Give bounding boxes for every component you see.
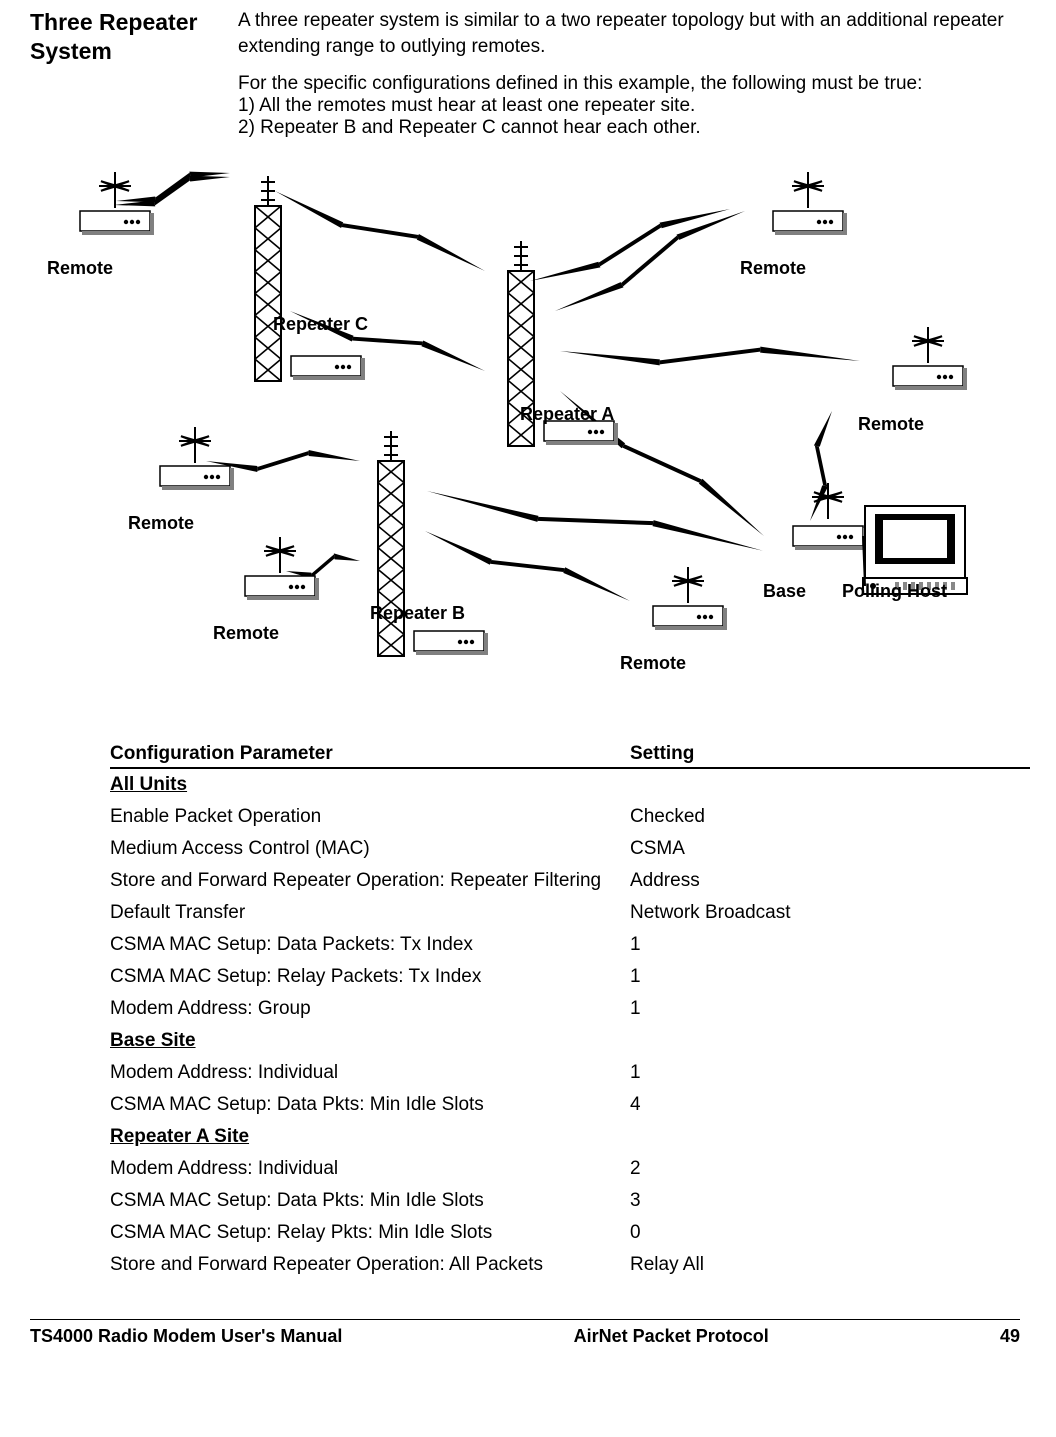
configuration-table: Configuration Parameter Setting All Unit…: [110, 741, 1030, 1281]
table-cell-setting: Relay All: [630, 1249, 1030, 1281]
table-cell-param: CSMA MAC Setup: Data Packets: Tx Index: [110, 929, 630, 961]
footer-left: TS4000 Radio Modem User's Manual: [30, 1326, 342, 1347]
table-row: CSMA MAC Setup: Data Pkts: Min Idle Slot…: [110, 1089, 1030, 1121]
table-cell-setting: 1: [630, 1057, 1030, 1089]
table-cell-setting: CSMA: [630, 833, 1030, 865]
table-cell-param: Medium Access Control (MAC): [110, 833, 630, 865]
table-row: Medium Access Control (MAC)CSMA: [110, 833, 1030, 865]
table-row: Default TransferNetwork Broadcast: [110, 897, 1030, 929]
table-cell-setting: 0: [630, 1217, 1030, 1249]
table-row: CSMA MAC Setup: Relay Pkts: Min Idle Slo…: [110, 1217, 1030, 1249]
table-row: Enable Packet OperationChecked: [110, 801, 1030, 833]
table-section: Repeater A Site: [110, 1121, 1030, 1153]
footer-right: 49: [1000, 1326, 1020, 1347]
table-cell-param: CSMA MAC Setup: Data Pkts: Min Idle Slot…: [110, 1089, 630, 1121]
label-repeater-b: Repeater B: [370, 603, 465, 624]
table-cell-param: CSMA MAC Setup: Data Pkts: Min Idle Slot…: [110, 1185, 630, 1217]
table-header-param: Configuration Parameter: [110, 741, 630, 768]
table-row: CSMA MAC Setup: Data Pkts: Min Idle Slot…: [110, 1185, 1030, 1217]
table-cell-setting: 1: [630, 993, 1030, 1025]
intro-bullet-1: 1) All the remotes must hear at least on…: [238, 95, 1026, 117]
table-cell-param: Store and Forward Repeater Operation: Re…: [110, 865, 630, 897]
table-cell-param: Default Transfer: [110, 897, 630, 929]
table-section: All Units: [110, 768, 1030, 801]
table-cell-setting: 2: [630, 1153, 1030, 1185]
topology-diagram: Remote Remote Remote Remote Remote Remot…: [30, 151, 1020, 701]
table-section: Base Site: [110, 1025, 1030, 1057]
table-cell-setting: Network Broadcast: [630, 897, 1030, 929]
label-repeater-a: Repeater A: [520, 404, 614, 425]
table-cell-setting: 3: [630, 1185, 1030, 1217]
label-remote-ll: Remote: [213, 623, 279, 644]
table-row: CSMA MAC Setup: Relay Packets: Tx Index1: [110, 961, 1030, 993]
label-remote-bc: Remote: [620, 653, 686, 674]
table-cell-param: Modem Address: Individual: [110, 1153, 630, 1185]
label-remote-r: Remote: [858, 414, 924, 435]
table-cell-param: Modem Address: Group: [110, 993, 630, 1025]
label-remote-tr: Remote: [740, 258, 806, 279]
label-base: Base: [763, 581, 806, 602]
label-remote-ml: Remote: [128, 513, 194, 534]
section-heading: Three Repeater System: [30, 8, 210, 66]
table-cell-param: CSMA MAC Setup: Relay Packets: Tx Index: [110, 961, 630, 993]
intro-paragraph-2: For the specific configurations defined …: [238, 73, 1026, 95]
table-cell-setting: Checked: [630, 801, 1030, 833]
table-cell-setting: Address: [630, 865, 1030, 897]
table-header-setting: Setting: [630, 741, 1030, 768]
label-remote-tl: Remote: [47, 258, 113, 279]
table-cell-param: Enable Packet Operation: [110, 801, 630, 833]
table-cell-setting: 1: [630, 961, 1030, 993]
label-repeater-c: Repeater C: [273, 314, 368, 335]
footer-center: AirNet Packet Protocol: [574, 1326, 769, 1347]
table-cell-param: Modem Address: Individual: [110, 1057, 630, 1089]
intro-bullet-2: 2) Repeater B and Repeater C cannot hear…: [238, 117, 1026, 139]
table-row: Store and Forward Repeater Operation: Re…: [110, 865, 1030, 897]
table-cell-param: Store and Forward Repeater Operation: Al…: [110, 1249, 630, 1281]
intro-paragraph-1: A three repeater system is similar to a …: [238, 8, 1026, 59]
table-row: Store and Forward Repeater Operation: Al…: [110, 1249, 1030, 1281]
table-row: Modem Address: Group1: [110, 993, 1030, 1025]
table-cell-setting: 1: [630, 929, 1030, 961]
label-polling-host: Polling Host: [842, 581, 947, 602]
table-row: CSMA MAC Setup: Data Packets: Tx Index1: [110, 929, 1030, 961]
table-cell-setting: 4: [630, 1089, 1030, 1121]
table-cell-param: CSMA MAC Setup: Relay Pkts: Min Idle Slo…: [110, 1217, 630, 1249]
table-row: Modem Address: Individual1: [110, 1057, 1030, 1089]
table-row: Modem Address: Individual2: [110, 1153, 1030, 1185]
